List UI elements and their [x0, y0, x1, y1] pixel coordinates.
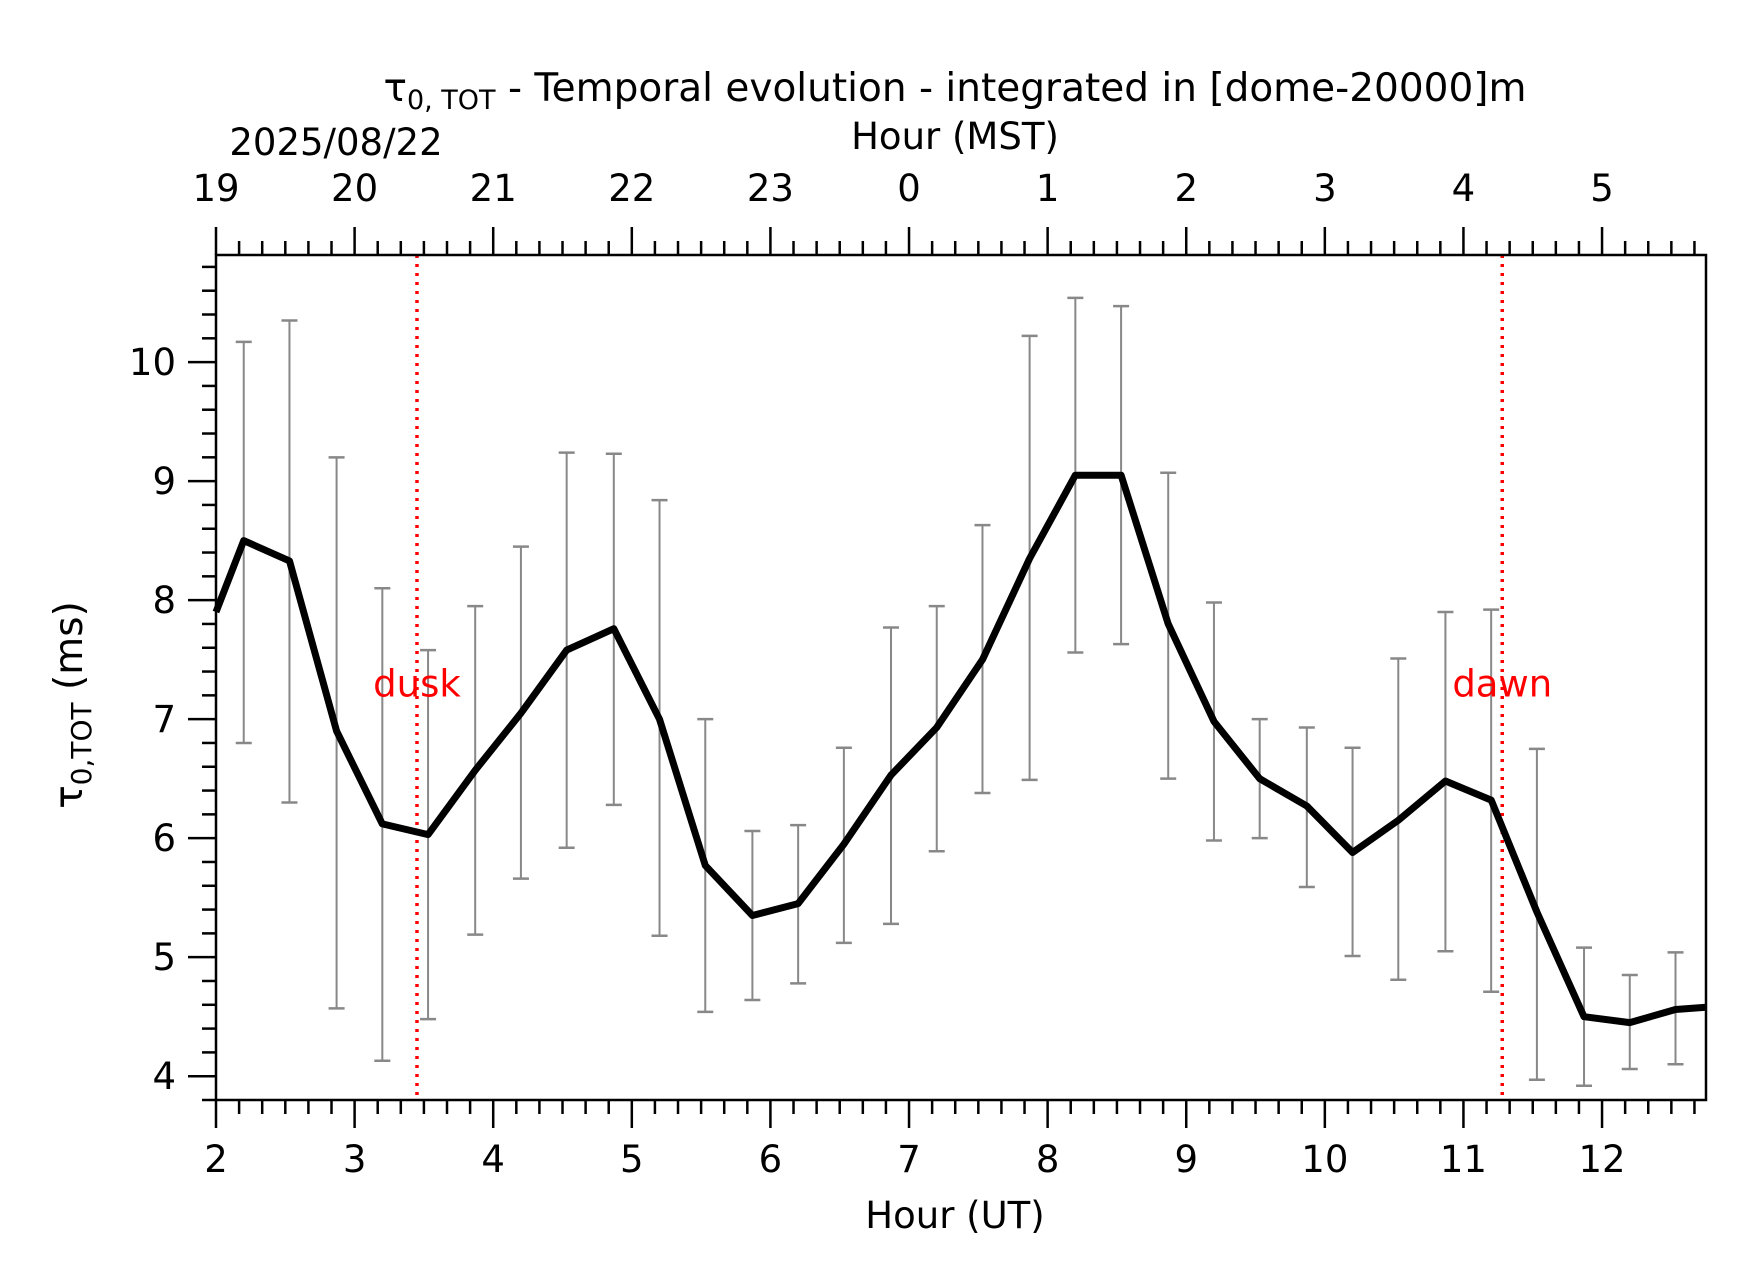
- top-tick-label: 22: [608, 167, 655, 210]
- dusk-label: dusk: [373, 662, 461, 705]
- top-tick-label: 21: [470, 167, 517, 210]
- y-tick-label: 4: [152, 1055, 176, 1098]
- top-tick-label: 23: [747, 167, 794, 210]
- chart-title: τ0, TOT - Temporal evolution - integrate…: [383, 66, 1526, 116]
- x-tick-label: 2: [204, 1138, 228, 1181]
- top-tick-label: 1: [1036, 167, 1060, 210]
- y-tick-label: 9: [152, 460, 176, 503]
- top-tick-label: 20: [331, 167, 378, 210]
- x-tick-label: 3: [343, 1138, 367, 1181]
- plot-frame: [214, 253, 1708, 1102]
- plot-area: dusk dawn: [212, 255, 1707, 1100]
- y-tick-label: 10: [129, 341, 176, 384]
- y-tick-label: 5: [152, 936, 176, 979]
- x-tick-label: 8: [1036, 1138, 1060, 1181]
- top-tick-label: 3: [1313, 167, 1337, 210]
- y-tick-label: 8: [152, 579, 176, 622]
- y-tick-label: 7: [152, 698, 176, 741]
- x-tick-label: 9: [1174, 1138, 1198, 1181]
- top-tick-label: 5: [1590, 167, 1614, 210]
- x-tick-label: 7: [897, 1138, 921, 1181]
- x-tick-label: 4: [481, 1138, 505, 1181]
- series-line: [212, 471, 1707, 1027]
- x-tick-label: 6: [759, 1138, 783, 1181]
- y-axis-label: τ0,TOT (ms): [47, 601, 98, 809]
- top-tick-label: 2: [1174, 167, 1198, 210]
- top-tick-label: 19: [192, 167, 239, 210]
- date-label: 2025/08/22: [229, 121, 442, 164]
- dawn-label: dawn: [1452, 662, 1552, 705]
- axis-ticks: [188, 227, 1708, 1128]
- x-tick-label: 12: [1578, 1138, 1625, 1181]
- x-tick-label: 11: [1440, 1138, 1487, 1181]
- x-axis-label: Hour (UT): [865, 1194, 1044, 1237]
- top-tick-label: 4: [1452, 167, 1476, 210]
- x-tick-label: 5: [620, 1138, 644, 1181]
- y-tick-label: 6: [152, 817, 176, 860]
- x-tick-label: 10: [1301, 1138, 1348, 1181]
- top-x-axis-label: Hour (MST): [851, 115, 1059, 158]
- top-tick-label: 0: [897, 167, 921, 210]
